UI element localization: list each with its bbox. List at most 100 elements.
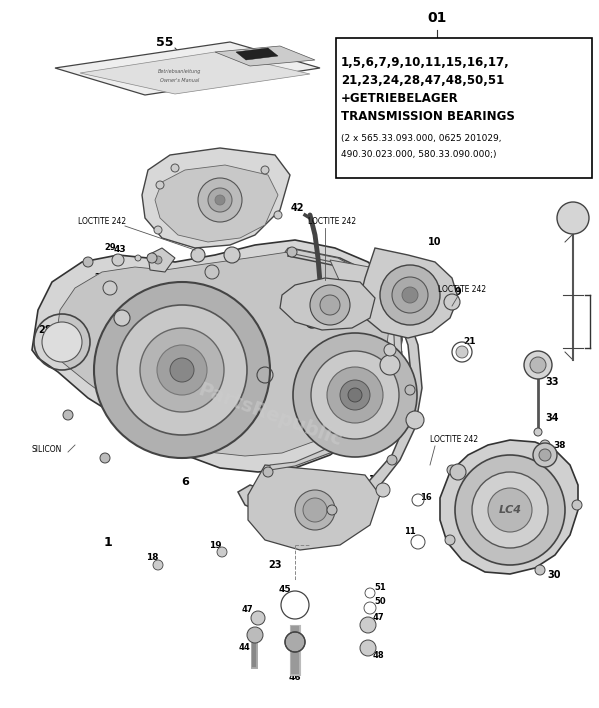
Polygon shape — [155, 165, 278, 242]
Circle shape — [384, 344, 396, 356]
Polygon shape — [238, 248, 422, 518]
Circle shape — [524, 351, 552, 379]
Circle shape — [156, 181, 164, 189]
Text: 21,23,24,28,47,48,50,51: 21,23,24,28,47,48,50,51 — [341, 74, 504, 87]
Text: 11: 11 — [404, 527, 416, 537]
Text: 28: 28 — [38, 325, 52, 335]
Text: Owner's Manual: Owner's Manual — [161, 77, 199, 83]
Circle shape — [295, 490, 335, 530]
Circle shape — [387, 455, 397, 465]
Polygon shape — [148, 248, 175, 272]
Text: 47: 47 — [241, 605, 253, 615]
Circle shape — [293, 333, 417, 457]
Circle shape — [327, 367, 383, 423]
Circle shape — [572, 500, 582, 510]
Text: 7: 7 — [225, 237, 231, 247]
Circle shape — [285, 632, 305, 652]
Text: 17: 17 — [186, 237, 198, 246]
Circle shape — [320, 295, 340, 315]
Text: 31: 31 — [469, 460, 481, 469]
Text: 45: 45 — [279, 586, 291, 595]
Polygon shape — [236, 48, 278, 60]
Text: 1,5,6,7,9,10,11,15,16,17,: 1,5,6,7,9,10,11,15,16,17, — [341, 56, 510, 69]
Circle shape — [303, 498, 327, 522]
Text: 25: 25 — [216, 268, 228, 277]
Circle shape — [447, 465, 457, 475]
Circle shape — [83, 257, 93, 267]
Text: 38: 38 — [553, 440, 566, 450]
Circle shape — [247, 627, 263, 643]
Text: L: L — [559, 211, 568, 225]
Circle shape — [171, 164, 179, 172]
Polygon shape — [248, 465, 380, 550]
Text: 1: 1 — [104, 535, 113, 549]
Text: 46: 46 — [289, 673, 301, 683]
Text: 47: 47 — [372, 614, 384, 622]
Circle shape — [380, 355, 400, 375]
Circle shape — [348, 388, 362, 402]
Text: 18: 18 — [146, 554, 158, 562]
Text: 44: 44 — [238, 644, 250, 653]
Circle shape — [311, 351, 399, 439]
Text: 20: 20 — [276, 383, 291, 393]
Text: 42: 42 — [291, 203, 304, 213]
Polygon shape — [270, 248, 402, 470]
Circle shape — [533, 443, 557, 467]
Circle shape — [360, 640, 376, 656]
Circle shape — [154, 256, 162, 264]
Text: +GETRIEBELAGER: +GETRIEBELAGER — [341, 92, 459, 105]
Circle shape — [100, 453, 110, 463]
Polygon shape — [280, 278, 375, 330]
Text: 21: 21 — [464, 338, 476, 346]
Text: 41: 41 — [123, 263, 137, 273]
Circle shape — [263, 467, 273, 477]
Circle shape — [392, 277, 428, 313]
Circle shape — [103, 281, 117, 295]
Circle shape — [170, 358, 194, 382]
Circle shape — [208, 188, 232, 212]
Text: LOCTITE 242: LOCTITE 242 — [308, 217, 356, 227]
Text: 40: 40 — [256, 210, 270, 220]
Circle shape — [191, 248, 205, 262]
Circle shape — [306, 316, 318, 328]
Polygon shape — [360, 248, 458, 338]
Circle shape — [63, 410, 73, 420]
Circle shape — [153, 560, 163, 570]
Circle shape — [455, 455, 565, 565]
Text: PartsRepublic: PartsRepublic — [195, 380, 345, 450]
Circle shape — [94, 282, 270, 458]
Text: 43: 43 — [114, 246, 126, 254]
Text: 33: 33 — [545, 377, 559, 387]
Text: 48: 48 — [372, 651, 384, 659]
Circle shape — [114, 310, 130, 326]
Circle shape — [274, 211, 282, 219]
Circle shape — [57, 350, 67, 360]
Text: 23: 23 — [268, 560, 282, 570]
Circle shape — [198, 178, 242, 222]
Text: SILICON: SILICON — [32, 445, 62, 455]
Text: 26: 26 — [106, 304, 118, 312]
Polygon shape — [142, 148, 290, 248]
Circle shape — [261, 166, 269, 174]
Text: 50: 50 — [374, 598, 386, 607]
Circle shape — [530, 357, 546, 373]
Circle shape — [287, 247, 297, 257]
Text: 16: 16 — [420, 493, 432, 503]
Text: 34: 34 — [545, 413, 559, 423]
Text: 01: 01 — [427, 11, 447, 25]
Polygon shape — [440, 440, 578, 574]
Circle shape — [217, 547, 227, 557]
Text: LC4: LC4 — [498, 505, 522, 515]
Text: 490.30.023.000, 580.33.090.000;): 490.30.023.000, 580.33.090.000;) — [341, 150, 497, 159]
Text: 11: 11 — [376, 336, 388, 345]
Circle shape — [135, 255, 141, 261]
Circle shape — [251, 611, 265, 625]
Text: TRANSMISSION BEARINGS: TRANSMISSION BEARINGS — [341, 110, 515, 123]
Text: 13: 13 — [295, 255, 308, 265]
Polygon shape — [55, 42, 320, 95]
Text: 10: 10 — [428, 237, 441, 247]
Circle shape — [406, 411, 424, 429]
Circle shape — [535, 565, 545, 575]
Text: 30: 30 — [547, 570, 561, 580]
Circle shape — [380, 265, 440, 325]
